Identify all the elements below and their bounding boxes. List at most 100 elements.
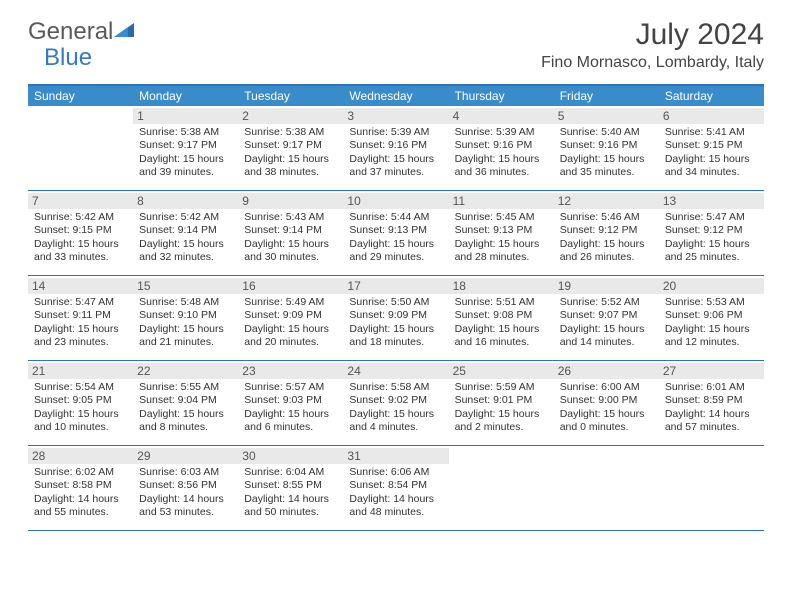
daylight-text-2: and 16 minutes.	[455, 336, 548, 349]
sunset-text: Sunset: 9:15 PM	[34, 224, 127, 237]
sunset-text: Sunset: 9:06 PM	[665, 309, 758, 322]
daylight-text-1: Daylight: 14 hours	[349, 493, 442, 506]
daylight-text-1: Daylight: 15 hours	[139, 408, 232, 421]
sunrise-text: Sunrise: 6:02 AM	[34, 466, 127, 479]
sunset-text: Sunset: 9:17 PM	[139, 139, 232, 152]
date-number: 25	[449, 363, 554, 379]
sunrise-text: Sunrise: 5:46 AM	[560, 211, 653, 224]
day-cell: 16Sunrise: 5:49 AMSunset: 9:09 PMDayligh…	[238, 276, 343, 360]
sunset-text: Sunset: 9:12 PM	[560, 224, 653, 237]
daylight-text-1: Daylight: 15 hours	[349, 323, 442, 336]
sunrise-text: Sunrise: 5:59 AM	[455, 381, 548, 394]
daylight-text-1: Daylight: 15 hours	[560, 153, 653, 166]
sunrise-text: Sunrise: 5:57 AM	[244, 381, 337, 394]
day-cell: 2Sunrise: 5:38 AMSunset: 9:17 PMDaylight…	[238, 106, 343, 190]
day-cell: 15 Sunrise: 5:48 AMSunset: 9:10 PMDayligh…	[133, 276, 238, 360]
date-number: 1	[133, 108, 238, 124]
daylight-text-1: Daylight: 15 hours	[455, 323, 548, 336]
date-number: 21	[28, 363, 133, 379]
daylight-text-1: Daylight: 15 hours	[34, 408, 127, 421]
day-cell: 6Sunrise: 5:41 AMSunset: 9:15 PMDaylight…	[659, 106, 764, 190]
sunset-text: Sunset: 9:10 PM	[139, 309, 232, 322]
sunset-text: Sunset: 9:14 PM	[139, 224, 232, 237]
sunset-text: Sunset: 9:16 PM	[349, 139, 442, 152]
sunrise-text: Sunrise: 5:52 AM	[560, 296, 653, 309]
date-number: 8	[133, 193, 238, 209]
sunrise-text: Sunrise: 5:42 AM	[34, 211, 127, 224]
daylight-text-1: Daylight: 15 hours	[34, 238, 127, 251]
day-header-row: Sunday Monday Tuesday Wednesday Thursday…	[28, 86, 764, 106]
sunrise-text: Sunrise: 6:04 AM	[244, 466, 337, 479]
day-cell: 12Sunrise: 5:46 AMSunset: 9:12 PMDayligh…	[554, 191, 659, 275]
sunset-text: Sunset: 9:09 PM	[349, 309, 442, 322]
sunrise-text: Sunrise: 5:39 AM	[455, 126, 548, 139]
day-cell: 10Sunrise: 5:44 AMSunset: 9:13 PMDayligh…	[343, 191, 448, 275]
daylight-text-2: and 26 minutes.	[560, 251, 653, 264]
day-header: Thursday	[449, 86, 554, 106]
sunrise-text: Sunrise: 5:48 AM	[139, 296, 232, 309]
day-cell: 20Sunrise: 5:53 AMSunset: 9:06 PMDayligh…	[659, 276, 764, 360]
header: General July 2024 Fino Mornasco, Lombard…	[0, 0, 792, 78]
daylight-text-2: and 10 minutes.	[34, 421, 127, 434]
calendar: Sunday Monday Tuesday Wednesday Thursday…	[28, 84, 764, 531]
day-cell: 3Sunrise: 5:39 AMSunset: 9:16 PMDaylight…	[343, 106, 448, 190]
date-number: 15	[133, 278, 238, 294]
sunset-text: Sunset: 8:54 PM	[349, 479, 442, 492]
day-cell: 21Sunrise: 5:54 AMSunset: 9:05 PMDayligh…	[28, 361, 133, 445]
day-cell: 30Sunrise: 6:04 AMSunset: 8:55 PMDayligh…	[238, 446, 343, 530]
empty-cell	[28, 106, 133, 190]
sunrise-text: Sunrise: 5:50 AM	[349, 296, 442, 309]
sunset-text: Sunset: 8:58 PM	[34, 479, 127, 492]
day-cell: 1Sunrise: 5:38 AMSunset: 9:17 PMDaylight…	[133, 106, 238, 190]
daylight-text-1: Daylight: 15 hours	[455, 238, 548, 251]
day-cell: 7 Sunrise: 5:42 AMSunset: 9:15 PMDaylight…	[28, 191, 133, 275]
date-number: 6	[659, 108, 764, 124]
daylight-text-2: and 35 minutes.	[560, 166, 653, 179]
day-cell: 4Sunrise: 5:39 AMSunset: 9:16 PMDaylight…	[449, 106, 554, 190]
sunrise-text: Sunrise: 5:38 AM	[139, 126, 232, 139]
month-title: July 2024	[541, 18, 764, 52]
sunrise-text: Sunrise: 5:58 AM	[349, 381, 442, 394]
daylight-text-1: Daylight: 14 hours	[34, 493, 127, 506]
day-cell: 29Sunrise: 6:03 AMSunset: 8:56 PMDayligh…	[133, 446, 238, 530]
daylight-text-2: and 53 minutes.	[139, 506, 232, 519]
day-cell: 19Sunrise: 5:52 AMSunset: 9:07 PMDayligh…	[554, 276, 659, 360]
title-block: July 2024 Fino Mornasco, Lombardy, Italy	[541, 18, 764, 72]
date-number: 14	[28, 278, 133, 294]
logo-triangle-icon	[114, 18, 136, 46]
date-number: 22	[133, 363, 238, 379]
day-header: Wednesday	[343, 86, 448, 106]
sunrise-text: Sunrise: 5:43 AM	[244, 211, 337, 224]
day-cell: 25Sunrise: 5:59 AMSunset: 9:01 PMDayligh…	[449, 361, 554, 445]
daylight-text-2: and 33 minutes.	[34, 251, 127, 264]
daylight-text-1: Daylight: 15 hours	[244, 408, 337, 421]
week-row: 7Sunrise: 5:42 AMSunset: 9:15 PMDaylight…	[28, 191, 764, 276]
sunset-text: Sunset: 9:15 PM	[665, 139, 758, 152]
date-number: 17	[343, 278, 448, 294]
day-cell: 24Sunrise: 5:58 AMSunset: 9:02 PMDayligh…	[343, 361, 448, 445]
week-row: 21Sunrise: 5:54 AMSunset: 9:05 PMDayligh…	[28, 361, 764, 446]
sunset-text: Sunset: 9:09 PM	[244, 309, 337, 322]
daylight-text-2: and 23 minutes.	[34, 336, 127, 349]
day-header: Tuesday	[238, 86, 343, 106]
empty-cell	[659, 446, 764, 530]
daylight-text-1: Daylight: 15 hours	[349, 408, 442, 421]
daylight-text-1: Daylight: 15 hours	[560, 408, 653, 421]
sunset-text: Sunset: 9:13 PM	[455, 224, 548, 237]
daylight-text-2: and 20 minutes.	[244, 336, 337, 349]
sunrise-text: Sunrise: 5:40 AM	[560, 126, 653, 139]
daylight-text-2: and 48 minutes.	[349, 506, 442, 519]
date-number: 30	[238, 448, 343, 464]
daylight-text-1: Daylight: 15 hours	[244, 323, 337, 336]
date-number: 31	[343, 448, 448, 464]
sunset-text: Sunset: 9:13 PM	[349, 224, 442, 237]
daylight-text-1: Daylight: 15 hours	[139, 323, 232, 336]
day-cell: 17 Sunrise: 5:50 AMSunset: 9:09 PMDayligh…	[343, 276, 448, 360]
sunset-text: Sunset: 9:17 PM	[244, 139, 337, 152]
sunset-text: Sunset: 9:07 PM	[560, 309, 653, 322]
date-number: 7	[28, 193, 133, 209]
sunrise-text: Sunrise: 5:42 AM	[139, 211, 232, 224]
daylight-text-2: and 34 minutes.	[665, 166, 758, 179]
daylight-text-2: and 29 minutes.	[349, 251, 442, 264]
day-cell: 11Sunrise: 5:45 AMSunset: 9:13 PMDayligh…	[449, 191, 554, 275]
